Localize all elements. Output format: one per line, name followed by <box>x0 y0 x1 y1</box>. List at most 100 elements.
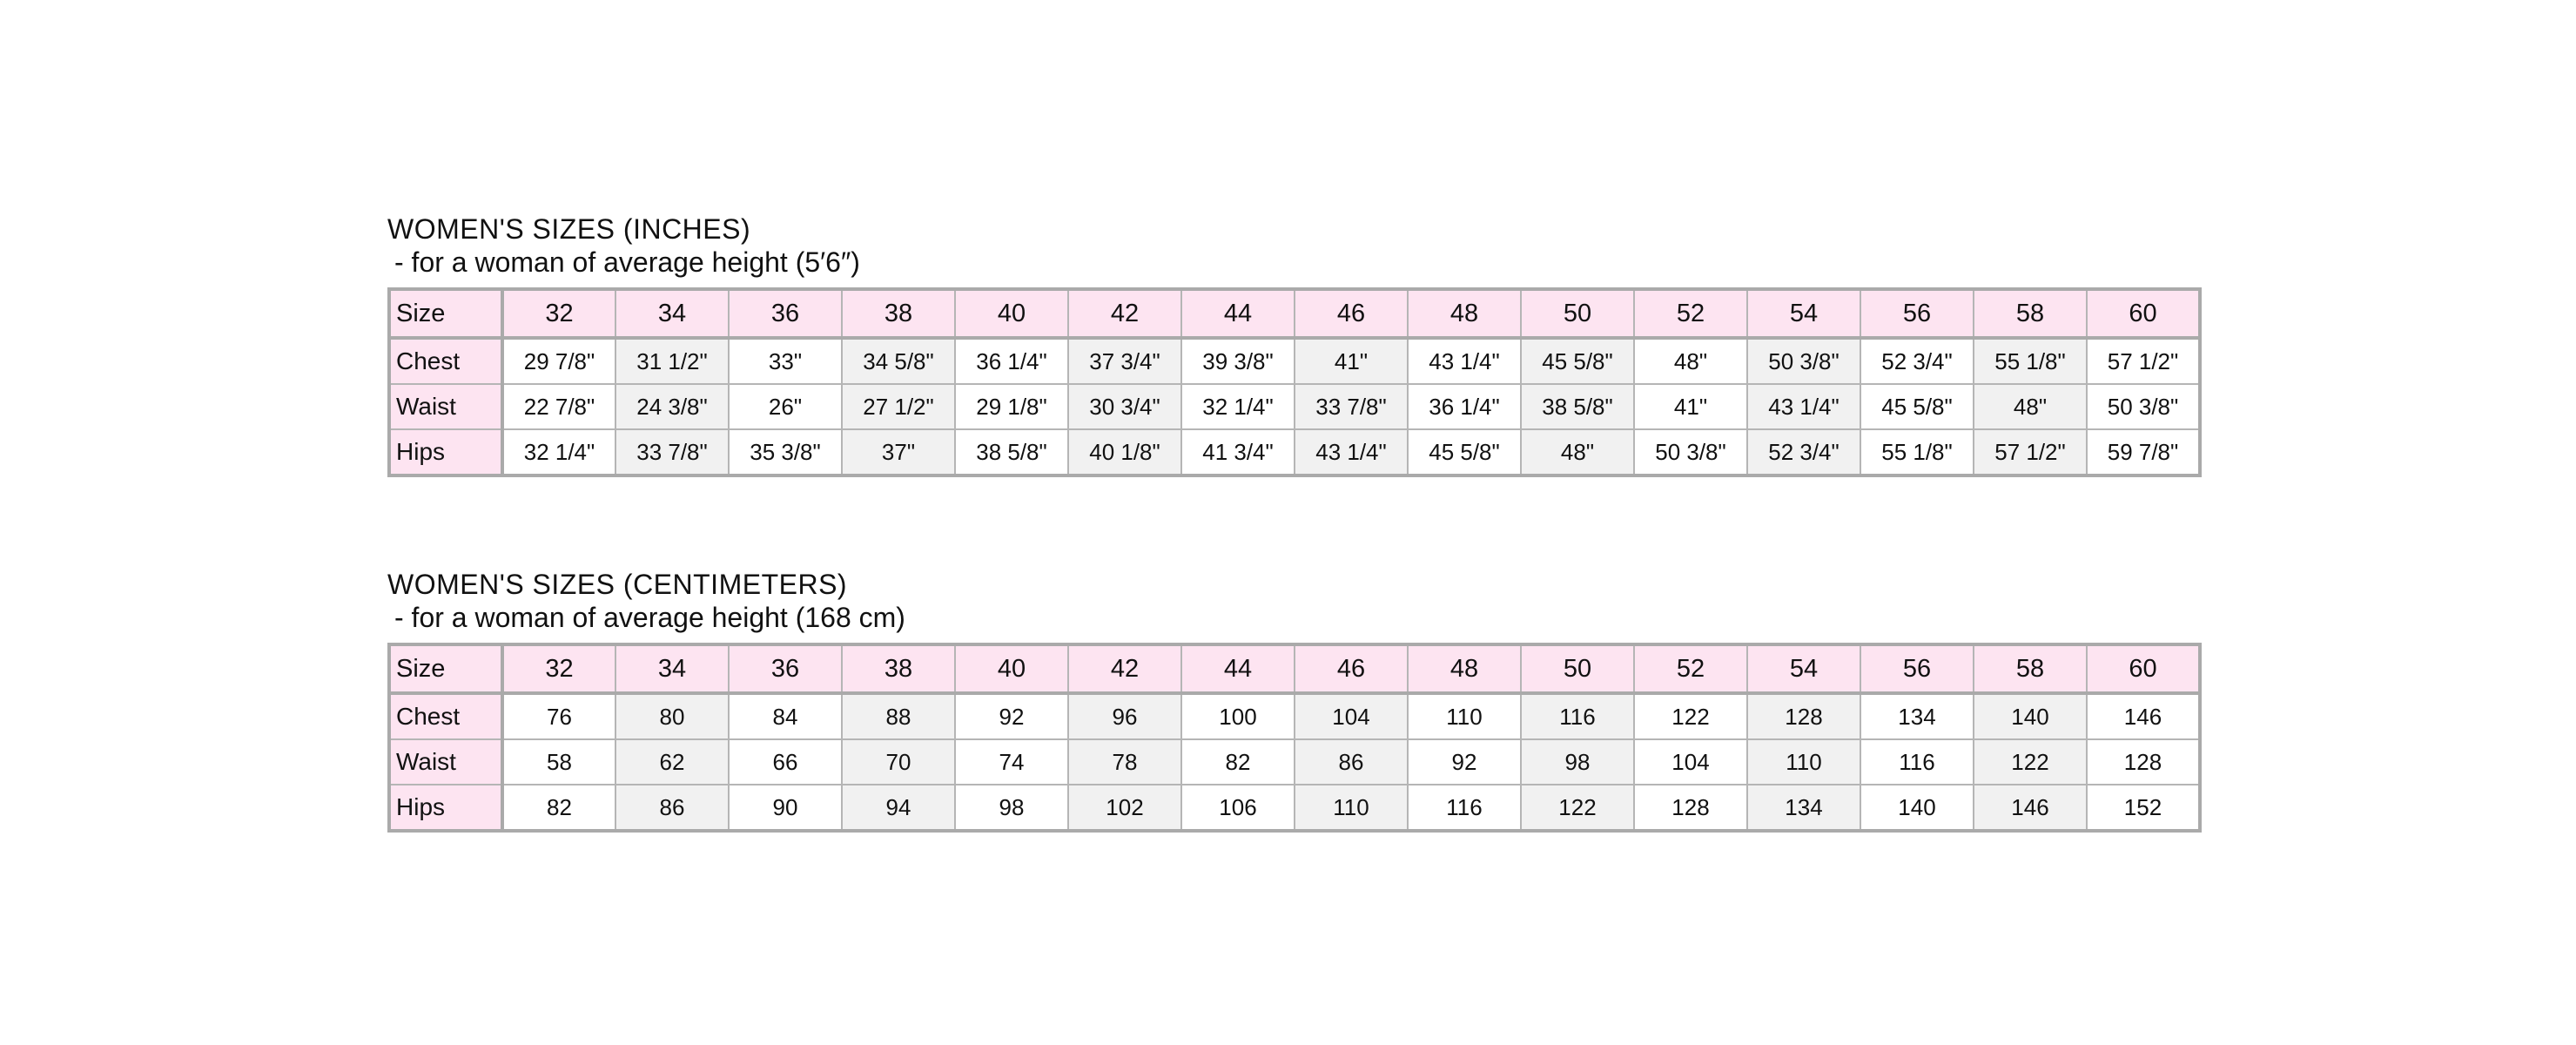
measurement-cell: 110 <box>1294 784 1409 832</box>
measurement-cell: 94 <box>841 784 956 832</box>
table-row-hips: Hips 32 1/4" 33 7/8" 35 3/8" 37" 38 5/8" 40 1/… <box>388 428 2201 476</box>
measurement-cell: 122 <box>1520 784 1635 832</box>
measurement-cell: 48" <box>1973 383 2088 430</box>
measurement-cell: 30 3/4" <box>1067 383 1182 430</box>
centimeters-subtitle: - for a woman of average height (168 cm) <box>394 602 905 633</box>
measurement-cell: 59 7/8" <box>2086 428 2201 476</box>
size-header-cell: 52 <box>1633 288 1748 340</box>
row-label: Waist <box>388 383 504 430</box>
measurement-cell: 31 1/2" <box>615 337 730 385</box>
row-label: Waist <box>388 738 504 785</box>
measurement-cell: 140 <box>1973 692 2088 740</box>
measurement-cell: 82 <box>501 784 616 832</box>
measurement-cell: 98 <box>954 784 1069 832</box>
measurement-cell: 98 <box>1520 738 1635 785</box>
size-header-cell: 50 <box>1520 288 1635 340</box>
inches-subtitle: - for a woman of average height (5′6″) <box>394 246 860 278</box>
size-header-cell: 54 <box>1746 288 1861 340</box>
measurement-cell: 86 <box>1294 738 1409 785</box>
measurement-cell: 104 <box>1633 738 1748 785</box>
table-row-waist: Waist 22 7/8" 24 3/8" 26" 27 1/2" 29 1/8" 30 3… <box>388 383 2201 430</box>
size-header-cell: 50 <box>1520 644 1635 695</box>
inches-section: WOMEN'S SIZES (INCHES) - for a woman of … <box>387 212 2202 477</box>
measurement-cell: 43 1/4" <box>1294 428 1409 476</box>
measurement-cell: 36 1/4" <box>954 337 1069 385</box>
size-header-cell: 44 <box>1180 288 1295 340</box>
measurement-cell: 92 <box>954 692 1069 740</box>
measurement-cell: 38 5/8" <box>1520 383 1635 430</box>
size-header-cell: 40 <box>954 644 1069 695</box>
measurement-cell: 116 <box>1407 784 1522 832</box>
size-header-cell: 40 <box>954 288 1069 340</box>
measurement-cell: 52 3/4" <box>1860 337 1974 385</box>
size-header-cell: 58 <box>1973 288 2088 340</box>
size-header-cell: 32 <box>501 644 616 695</box>
measurement-cell: 58 <box>501 738 616 785</box>
measurement-cell: 70 <box>841 738 956 785</box>
measurement-cell: 128 <box>1746 692 1861 740</box>
measurement-cell: 27 1/2" <box>841 383 956 430</box>
measurement-cell: 57 1/2" <box>1973 428 2088 476</box>
size-header-label: Size <box>388 644 504 695</box>
size-header-cell: 38 <box>841 288 956 340</box>
row-label: Hips <box>388 784 504 832</box>
measurement-cell: 128 <box>1633 784 1748 832</box>
measurement-cell: 86 <box>615 784 730 832</box>
measurement-cell: 76 <box>501 692 616 740</box>
size-header-cell: 56 <box>1860 288 1974 340</box>
size-header-cell: 44 <box>1180 644 1295 695</box>
size-header-cell: 52 <box>1633 644 1748 695</box>
measurement-cell: 92 <box>1407 738 1522 785</box>
measurement-cell: 82 <box>1180 738 1295 785</box>
measurement-cell: 35 3/8" <box>728 428 843 476</box>
measurement-cell: 74 <box>954 738 1069 785</box>
table-row-waist: Waist 58 62 66 70 74 78 82 86 92 98 104 110 116 122 128 <box>388 738 2201 785</box>
measurement-cell: 34 5/8" <box>841 337 956 385</box>
measurement-cell: 36 1/4" <box>1407 383 1522 430</box>
measurement-cell: 88 <box>841 692 956 740</box>
measurement-cell: 38 5/8" <box>954 428 1069 476</box>
size-header-cell: 32 <box>501 288 616 340</box>
row-label: Chest <box>388 692 504 740</box>
measurement-cell: 43 1/4" <box>1407 337 1522 385</box>
measurement-cell: 134 <box>1860 692 1974 740</box>
size-header-cell: 34 <box>615 644 730 695</box>
measurement-cell: 26" <box>728 383 843 430</box>
size-header-cell: 34 <box>615 288 730 340</box>
measurement-cell: 96 <box>1067 692 1182 740</box>
measurement-cell: 116 <box>1860 738 1974 785</box>
measurement-cell: 122 <box>1973 738 2088 785</box>
size-header-cell: 42 <box>1067 644 1182 695</box>
measurement-cell: 41 3/4" <box>1180 428 1295 476</box>
measurement-cell: 50 3/8" <box>2086 383 2201 430</box>
row-label: Chest <box>388 337 504 385</box>
measurement-cell: 45 5/8" <box>1860 383 1974 430</box>
measurement-cell: 110 <box>1746 738 1861 785</box>
measurement-cell: 50 3/8" <box>1633 428 1748 476</box>
measurement-cell: 66 <box>728 738 843 785</box>
size-header-cell: 60 <box>2086 288 2201 340</box>
size-header-cell: 54 <box>1746 644 1861 695</box>
table-row-chest: Chest 76 80 84 88 92 96 100 104 110 116 122 128 134 14… <box>388 692 2201 740</box>
measurement-cell: 52 3/4" <box>1746 428 1861 476</box>
measurement-cell: 41" <box>1633 383 1748 430</box>
inches-title: WOMEN'S SIZES (INCHES) <box>387 213 751 245</box>
measurement-cell: 78 <box>1067 738 1182 785</box>
measurement-cell: 84 <box>728 692 843 740</box>
size-header-cell: 58 <box>1973 644 2088 695</box>
size-header-cell: 46 <box>1294 644 1409 695</box>
measurement-cell: 45 5/8" <box>1520 337 1635 385</box>
measurement-cell: 100 <box>1180 692 1295 740</box>
measurement-cell: 122 <box>1633 692 1748 740</box>
measurement-cell: 48" <box>1633 337 1748 385</box>
measurement-cell: 33" <box>728 337 843 385</box>
size-header-cell: 46 <box>1294 288 1409 340</box>
measurement-cell: 90 <box>728 784 843 832</box>
measurement-cell: 116 <box>1520 692 1635 740</box>
measurement-cell: 106 <box>1180 784 1295 832</box>
measurement-cell: 128 <box>2086 738 2201 785</box>
size-header-cell: 48 <box>1407 288 1522 340</box>
table-row-hips: Hips 82 86 90 94 98 102 106 110 116 122 128 134 140 14… <box>388 784 2201 832</box>
measurement-cell: 102 <box>1067 784 1182 832</box>
measurement-cell: 37 3/4" <box>1067 337 1182 385</box>
